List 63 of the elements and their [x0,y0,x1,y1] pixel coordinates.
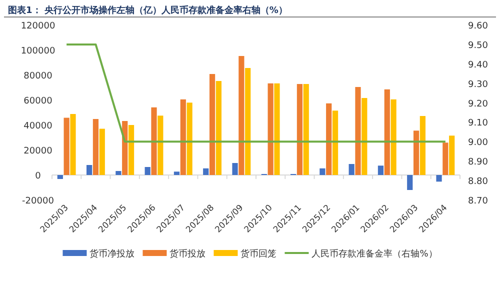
bar [209,74,216,175]
bar [378,166,384,175]
bar [348,164,354,175]
y2-tick-label: 8.70 [468,196,488,206]
y2-tick-label: 9.20 [468,99,488,110]
bar [420,116,426,175]
bar [238,56,244,175]
y-tick-label: 0 [35,172,42,182]
bar [216,81,222,175]
y2-tick-label: 9.40 [468,60,488,70]
y2-tick-label: 9.50 [468,40,488,51]
bar [64,118,70,175]
bar [407,175,413,190]
bar [116,171,122,175]
y-tick-label: 40000 [24,122,53,132]
bar [355,87,361,175]
bar [99,128,105,175]
y2-tick-label: 9.60 [468,22,488,32]
bar [449,136,455,175]
bar [296,84,303,175]
bar [303,84,309,175]
bar [57,175,63,179]
bar [274,83,280,175]
bar [268,83,274,175]
bar [332,110,338,175]
y-tick-label: 20000 [24,146,53,156]
bar [413,130,420,175]
bar [442,142,448,175]
bar [245,68,251,175]
bar [436,175,442,182]
bar [326,103,332,175]
y-tick-label: 120000 [20,22,56,32]
bar [174,172,180,175]
legend-label: 人民币存款准备金率（右轴%） [312,248,438,260]
bar [128,125,134,175]
chart-title: 图表1： 央行公开市场操作左轴（亿）人民币存款准备金率右轴（%） [8,5,288,16]
y2-tick-label: 9.00 [468,138,488,148]
bar [70,114,76,175]
legend-label: 货币投放 [170,248,206,260]
legend-label: 货币净投放 [90,248,135,260]
bar [144,167,150,175]
y-tick-label: -20000 [22,196,54,206]
bar [320,168,326,175]
bar [92,119,99,175]
y2-tick-label: 8.90 [468,158,488,168]
y-tick-label: 60000 [24,96,53,106]
legend-label: 货币回笼 [240,248,277,260]
y2-tick-label: 8.80 [468,177,488,188]
bar [158,116,164,175]
y-tick-label: 100000 [20,46,56,56]
bar [203,168,209,175]
bar [86,165,92,175]
bar [122,121,128,175]
bar [151,107,157,175]
bar [186,102,192,175]
bar [232,163,238,175]
y2-tick-label: 9.10 [468,118,488,129]
y2-tick-label: 9.30 [468,80,488,90]
bar [362,98,368,175]
bar [384,89,390,175]
y-tick-label: 80000 [24,72,53,82]
bar [390,99,396,175]
bar [180,99,186,175]
